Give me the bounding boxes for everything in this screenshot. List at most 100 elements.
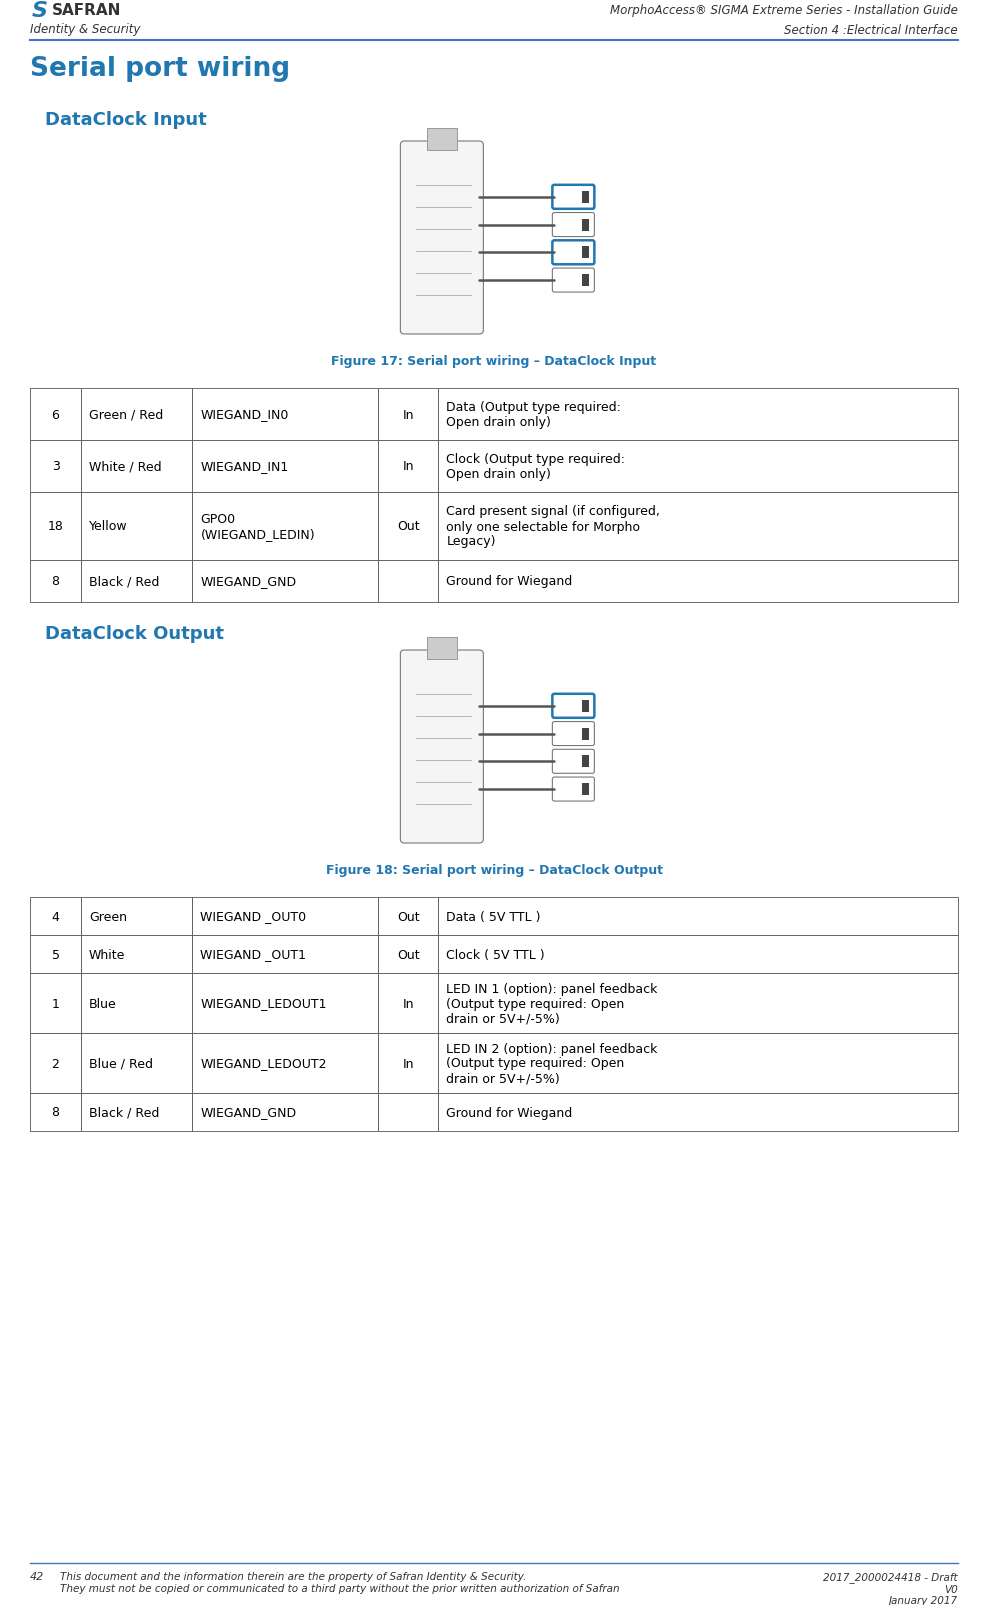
Bar	[30, 388, 81, 441]
Bar	[30, 1034, 81, 1093]
Text: Ground for Wiegand: Ground for Wiegand	[447, 575, 573, 587]
Text: In: In	[402, 1056, 414, 1071]
Bar	[81, 441, 193, 493]
FancyBboxPatch shape	[552, 695, 595, 719]
Text: This document and the information therein are the property of Safran Identity & : This document and the information therei…	[60, 1571, 619, 1592]
Bar	[378, 493, 439, 560]
Bar	[81, 1093, 193, 1132]
Bar	[81, 973, 193, 1034]
Text: 4: 4	[51, 910, 59, 923]
Bar	[193, 388, 378, 441]
Text: 5: 5	[51, 949, 59, 961]
Bar	[193, 936, 378, 973]
Bar	[582, 191, 590, 204]
Bar	[439, 388, 958, 441]
Text: Card present signal (if configured,
only one selectable for Morpho
Legacy): Card present signal (if configured, only…	[447, 506, 660, 549]
Text: 3: 3	[51, 461, 59, 473]
Text: Data ( 5V TTL ): Data ( 5V TTL )	[447, 910, 540, 923]
Bar	[378, 1034, 439, 1093]
Text: Black / Red: Black / Red	[89, 575, 159, 587]
Text: Clock (Output type required:
Open drain only): Clock (Output type required: Open drain …	[447, 453, 625, 482]
FancyBboxPatch shape	[552, 750, 595, 774]
Text: 42: 42	[30, 1571, 44, 1581]
Bar	[193, 560, 378, 602]
Text: SAFRAN: SAFRAN	[52, 3, 122, 19]
Bar	[81, 388, 193, 441]
Text: Out: Out	[397, 910, 420, 923]
Text: 8: 8	[51, 1106, 59, 1119]
Text: 6: 6	[51, 408, 59, 421]
Bar	[582, 700, 590, 713]
Text: MorphoAccess® SIGMA Extreme Series - Installation Guide: MorphoAccess® SIGMA Extreme Series - Ins…	[611, 5, 958, 18]
Text: WIEGAND_GND: WIEGAND_GND	[201, 575, 296, 587]
Bar	[193, 441, 378, 493]
Text: White: White	[89, 949, 125, 961]
Bar	[582, 729, 590, 740]
Text: 8: 8	[51, 575, 59, 587]
Text: Out: Out	[397, 520, 420, 533]
Text: Green / Red: Green / Red	[89, 408, 163, 421]
Bar	[378, 388, 439, 441]
FancyBboxPatch shape	[552, 777, 595, 801]
Text: White / Red: White / Red	[89, 461, 162, 473]
Text: Black / Red: Black / Red	[89, 1106, 159, 1119]
Bar	[193, 973, 378, 1034]
FancyBboxPatch shape	[552, 270, 595, 292]
Text: WIEGAND_LEDOUT1: WIEGAND_LEDOUT1	[201, 997, 327, 1010]
Text: In: In	[402, 461, 414, 473]
Bar	[378, 973, 439, 1034]
Bar	[81, 936, 193, 973]
Bar	[193, 1093, 378, 1132]
Bar	[582, 247, 590, 258]
Bar	[378, 560, 439, 602]
Bar	[30, 560, 81, 602]
Bar	[30, 493, 81, 560]
Text: Figure 18: Serial port wiring – DataClock Output: Figure 18: Serial port wiring – DataCloc…	[325, 863, 663, 876]
Bar	[81, 897, 193, 936]
Bar	[81, 493, 193, 560]
Text: DataClock Output: DataClock Output	[45, 624, 224, 642]
Text: Blue: Blue	[89, 997, 117, 1010]
FancyBboxPatch shape	[552, 722, 595, 746]
Bar	[81, 560, 193, 602]
Text: Serial port wiring: Serial port wiring	[30, 56, 290, 82]
Bar	[427, 128, 456, 151]
FancyBboxPatch shape	[552, 213, 595, 238]
Text: Identity & Security: Identity & Security	[30, 24, 140, 37]
Bar	[439, 897, 958, 936]
Bar	[582, 783, 590, 796]
FancyBboxPatch shape	[400, 650, 483, 844]
Bar	[439, 441, 958, 493]
Text: WIEGAND_GND: WIEGAND_GND	[201, 1106, 296, 1119]
FancyBboxPatch shape	[400, 141, 483, 335]
Bar	[439, 560, 958, 602]
Bar	[439, 1034, 958, 1093]
Bar	[193, 493, 378, 560]
Bar	[378, 441, 439, 493]
FancyBboxPatch shape	[552, 186, 595, 210]
Text: S: S	[32, 2, 48, 21]
Bar	[30, 936, 81, 973]
Bar	[193, 1034, 378, 1093]
Text: Yellow: Yellow	[89, 520, 127, 533]
Bar	[378, 936, 439, 973]
Text: Ground for Wiegand: Ground for Wiegand	[447, 1106, 573, 1119]
Bar	[193, 897, 378, 936]
Text: Blue / Red: Blue / Red	[89, 1056, 153, 1071]
Bar	[439, 973, 958, 1034]
Text: Section 4 :Electrical Interface: Section 4 :Electrical Interface	[784, 24, 958, 37]
Text: GPO0
(WIEGAND_LEDIN): GPO0 (WIEGAND_LEDIN)	[201, 512, 315, 541]
FancyBboxPatch shape	[552, 241, 595, 265]
Bar	[582, 220, 590, 231]
Text: Figure 17: Serial port wiring – DataClock Input: Figure 17: Serial port wiring – DataCloc…	[331, 355, 657, 368]
Bar	[30, 897, 81, 936]
Text: WIEGAND_IN0: WIEGAND_IN0	[201, 408, 288, 421]
Text: LED IN 1 (option): panel feedback
(Output type required: Open
drain or 5V+/-5%): LED IN 1 (option): panel feedback (Outpu…	[447, 982, 658, 1026]
Bar	[378, 1093, 439, 1132]
Bar	[439, 1093, 958, 1132]
Text: 18: 18	[47, 520, 63, 533]
Text: WIEGAND _OUT1: WIEGAND _OUT1	[201, 949, 306, 961]
Text: WIEGAND_LEDOUT2: WIEGAND_LEDOUT2	[201, 1056, 327, 1071]
Text: In: In	[402, 997, 414, 1010]
Text: Green: Green	[89, 910, 127, 923]
